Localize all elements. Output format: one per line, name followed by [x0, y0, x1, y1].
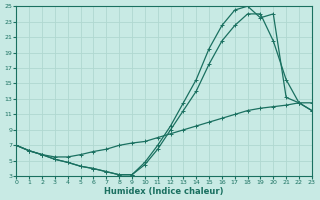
- X-axis label: Humidex (Indice chaleur): Humidex (Indice chaleur): [104, 187, 224, 196]
